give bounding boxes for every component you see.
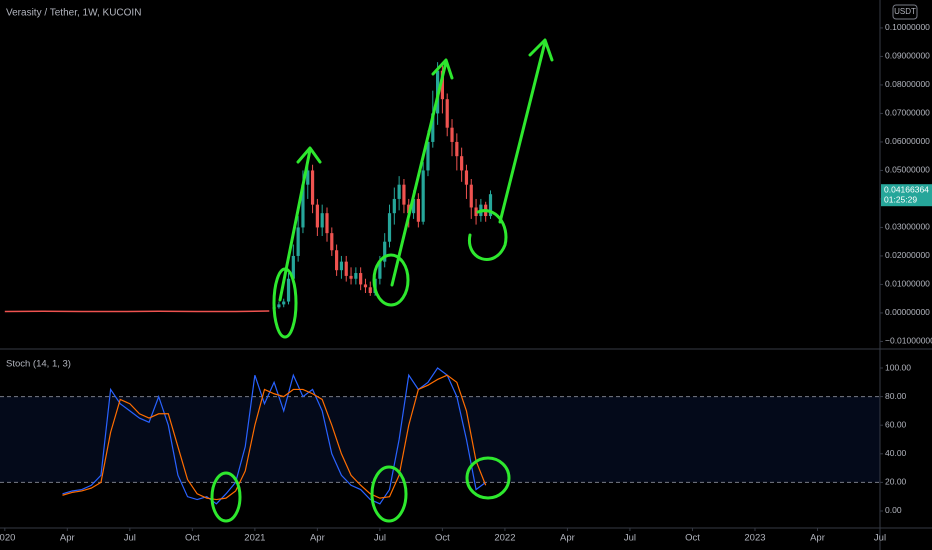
- candle-body: [277, 304, 281, 308]
- candle-body: [378, 261, 382, 279]
- candle-body: [320, 213, 324, 228]
- y-tick-label: 0.08000000: [885, 79, 930, 89]
- stoch-line: [62, 374, 487, 501]
- candle-body: [464, 170, 469, 185]
- candle-body: [488, 194, 493, 217]
- circle: [372, 253, 410, 307]
- candle-body: [383, 241, 387, 262]
- y-tick-label: 0.10000000: [885, 22, 930, 32]
- candle-body: [450, 127, 454, 142]
- y-tick-label: 0.00000000: [885, 307, 930, 317]
- candle-body: [474, 207, 478, 217]
- candle-body: [330, 233, 334, 251]
- candle-body: [349, 275, 353, 279]
- candle-body: [387, 213, 392, 242]
- candle-body: [440, 70, 445, 100]
- candle-body: [306, 170, 310, 185]
- x-tick-label: Apr: [560, 533, 575, 544]
- price-label: 0.04166364: [884, 184, 929, 194]
- circle: [210, 471, 242, 523]
- y-tick-label: 80.00: [885, 391, 907, 401]
- candle-body: [291, 255, 295, 279]
- annotations: [210, 38, 554, 523]
- candle-body: [469, 184, 473, 208]
- candle-body: [301, 184, 305, 228]
- x-tick-label: Apr: [810, 533, 825, 544]
- x-tick-label: Oct: [185, 533, 200, 544]
- x-tick-label: 2022: [494, 533, 515, 544]
- x-tick-label: Jul: [874, 533, 886, 544]
- candle-body: [359, 273, 363, 285]
- x-tick-label: 2021: [244, 533, 265, 544]
- candle-body: [392, 198, 396, 214]
- arrow: [278, 146, 322, 302]
- x-tick-label: Oct: [435, 533, 450, 544]
- candle-body: [315, 204, 319, 228]
- chart-title: Verasity / Tether, 1W, KUCOIN: [6, 8, 141, 19]
- candle-body: [445, 99, 449, 128]
- stoch-line: [62, 367, 487, 505]
- band-fill: [0, 396, 880, 483]
- x-tick-label: Apr: [310, 533, 325, 544]
- circle: [467, 209, 508, 261]
- y-tick-label: 20.00: [885, 477, 907, 487]
- candle-body: [368, 287, 372, 293]
- flat-price-line: [4, 310, 270, 313]
- candle-body: [421, 170, 425, 222]
- currency: USDT: [894, 7, 916, 16]
- x-tick-label: 2023: [744, 533, 765, 544]
- candle-body: [335, 250, 339, 271]
- y-tick-label: 60.00: [885, 419, 907, 429]
- candle-body: [363, 284, 368, 288]
- y-tick-label: 40.00: [885, 448, 907, 458]
- x-tick-label: 2020: [0, 533, 15, 544]
- candle-body: [310, 170, 315, 205]
- candle-body: [402, 184, 406, 205]
- candle-body: [397, 184, 401, 199]
- x-tick-label: Jul: [124, 533, 136, 544]
- y-tick-label: 0.06000000: [885, 136, 930, 146]
- x-tick-label: Apr: [60, 533, 75, 544]
- candle-body: [411, 198, 416, 214]
- price-label-box: [881, 184, 932, 207]
- y-tick-label: 100.00: [885, 362, 911, 372]
- candle-body: [407, 204, 411, 214]
- indicator-title: Stoch (14, 1, 3): [6, 359, 71, 370]
- y-tick-label: 0.07000000: [885, 108, 930, 118]
- candle-body: [344, 261, 348, 276]
- y-tick-label: 0.09000000: [885, 51, 930, 61]
- currency-badge[interactable]: [892, 4, 918, 20]
- candle-body: [325, 213, 329, 234]
- candle-body: [455, 141, 459, 157]
- candle-body: [460, 156, 464, 171]
- arrow: [390, 58, 454, 287]
- arrow: [498, 38, 554, 224]
- circle: [465, 456, 511, 500]
- candle-body: [296, 227, 300, 256]
- circle: [370, 465, 408, 523]
- x-tick-label: Jul: [624, 533, 636, 544]
- candle-body: [286, 278, 291, 302]
- candle-body: [354, 273, 358, 279]
- y-tick-label: −0.01000000: [885, 336, 932, 346]
- y-tick-label: 0.03000000: [885, 222, 930, 232]
- candle-body: [282, 301, 286, 305]
- candle-body: [416, 198, 420, 222]
- candle-body: [339, 261, 344, 271]
- y-tick-label: 0.01000000: [885, 279, 930, 289]
- y-tick-label: 0.02000000: [885, 250, 930, 260]
- candle-body: [426, 141, 430, 171]
- x-tick-label: Jul: [374, 533, 386, 544]
- x-tick-label: Oct: [685, 533, 700, 544]
- y-tick-label: 0.05000000: [885, 165, 930, 175]
- y-tick-label: 0.00: [885, 505, 902, 515]
- candle-body: [431, 113, 435, 142]
- countdown: 01:25:29: [884, 194, 917, 204]
